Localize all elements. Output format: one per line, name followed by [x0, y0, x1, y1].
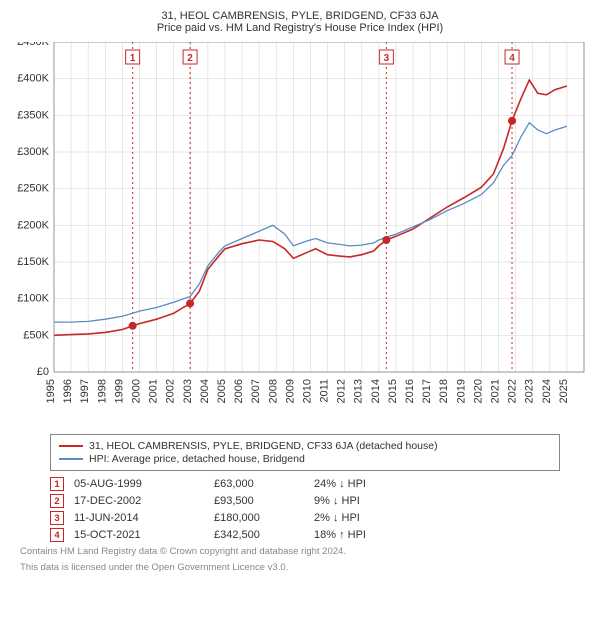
- svg-text:4: 4: [509, 53, 515, 64]
- legend: 31, HEOL CAMBRENSIS, PYLE, BRIDGEND, CF3…: [50, 434, 560, 471]
- svg-text:1998: 1998: [96, 379, 108, 403]
- footer-attr-1: Contains HM Land Registry data © Crown c…: [20, 546, 580, 558]
- svg-text:2017: 2017: [421, 379, 433, 403]
- sale-marker-badge: 2: [50, 494, 64, 508]
- sale-date: 05-AUG-1999: [74, 478, 214, 490]
- svg-text:£250K: £250K: [17, 183, 49, 195]
- svg-text:2006: 2006: [233, 379, 245, 403]
- svg-text:2011: 2011: [319, 379, 331, 403]
- sale-delta: 18% ↑ HPI: [314, 529, 434, 541]
- svg-text:£450K: £450K: [17, 42, 49, 48]
- svg-text:2018: 2018: [438, 379, 450, 403]
- svg-text:2003: 2003: [182, 379, 194, 403]
- svg-text:2013: 2013: [353, 379, 365, 403]
- sales-row: 3 11-JUN-2014£180,0002% ↓ HPI: [50, 511, 560, 525]
- svg-text:2022: 2022: [507, 379, 519, 403]
- svg-text:2014: 2014: [370, 379, 382, 403]
- svg-text:2008: 2008: [267, 379, 279, 403]
- footer-attr-2: This data is licensed under the Open Gov…: [20, 562, 580, 574]
- svg-text:2023: 2023: [524, 379, 536, 403]
- svg-text:3: 3: [384, 53, 390, 64]
- sale-marker-badge: 1: [50, 477, 64, 491]
- legend-swatch: [59, 445, 83, 447]
- svg-text:£100K: £100K: [17, 293, 49, 305]
- svg-text:2015: 2015: [387, 379, 399, 403]
- chart-title-2: Price paid vs. HM Land Registry's House …: [10, 22, 590, 34]
- svg-text:2: 2: [187, 53, 193, 64]
- legend-swatch: [59, 458, 83, 460]
- legend-label: HPI: Average price, detached house, Brid…: [89, 453, 305, 465]
- svg-text:2019: 2019: [455, 379, 467, 403]
- svg-text:2025: 2025: [558, 379, 570, 403]
- svg-text:1997: 1997: [79, 379, 91, 403]
- chart-container: £0 £50K £100K £150K £200K £250K £300K £350K £400…: [10, 42, 590, 428]
- svg-text:£400K: £400K: [17, 73, 49, 85]
- legend-row: HPI: Average price, detached house, Brid…: [59, 453, 551, 465]
- svg-text:£300K: £300K: [17, 146, 49, 158]
- sale-price: £342,500: [214, 529, 314, 541]
- legend-row: 31, HEOL CAMBRENSIS, PYLE, BRIDGEND, CF3…: [59, 440, 551, 452]
- sale-delta: 24% ↓ HPI: [314, 478, 434, 490]
- sales-row: 2 17-DEC-2002£93,5009% ↓ HPI: [50, 494, 560, 508]
- svg-text:1999: 1999: [113, 379, 125, 403]
- svg-text:2004: 2004: [199, 379, 211, 403]
- sale-price: £180,000: [214, 512, 314, 524]
- svg-text:1996: 1996: [62, 379, 74, 403]
- legend-label: 31, HEOL CAMBRENSIS, PYLE, BRIDGEND, CF3…: [89, 440, 438, 452]
- svg-text:2010: 2010: [301, 379, 313, 403]
- svg-text:1995: 1995: [45, 379, 57, 403]
- svg-text:2009: 2009: [284, 379, 296, 403]
- sale-marker-badge: 3: [50, 511, 64, 525]
- svg-text:2024: 2024: [541, 379, 553, 403]
- svg-text:1: 1: [130, 53, 136, 64]
- svg-text:2021: 2021: [490, 379, 502, 403]
- sale-price: £63,000: [214, 478, 314, 490]
- sale-price: £93,500: [214, 495, 314, 507]
- svg-text:£150K: £150K: [17, 256, 49, 268]
- sale-date: 17-DEC-2002: [74, 495, 214, 507]
- svg-text:£200K: £200K: [17, 219, 49, 231]
- sale-date: 15-OCT-2021: [74, 529, 214, 541]
- sale-marker-badge: 4: [50, 528, 64, 542]
- sales-row: 4 15-OCT-2021£342,50018% ↑ HPI: [50, 528, 560, 542]
- price-chart: £0 £50K £100K £150K £200K £250K £300K £350K £400…: [10, 42, 590, 428]
- svg-text:2007: 2007: [250, 379, 262, 403]
- sales-table: 1 05-AUG-1999£63,00024% ↓ HPI 2 17-DEC-2002…: [50, 477, 560, 542]
- svg-text:£350K: £350K: [17, 109, 49, 121]
- svg-text:£50K: £50K: [23, 329, 49, 341]
- svg-text:2005: 2005: [216, 379, 228, 403]
- sales-row: 1 05-AUG-1999£63,00024% ↓ HPI: [50, 477, 560, 491]
- sale-delta: 9% ↓ HPI: [314, 495, 434, 507]
- svg-text:2012: 2012: [336, 379, 348, 403]
- svg-text:2002: 2002: [165, 379, 177, 403]
- svg-text:2000: 2000: [130, 379, 142, 403]
- chart-title-1: 31, HEOL CAMBRENSIS, PYLE, BRIDGEND, CF3…: [10, 10, 590, 22]
- svg-text:2001: 2001: [148, 379, 160, 403]
- svg-text:£0: £0: [37, 366, 49, 378]
- sale-delta: 2% ↓ HPI: [314, 512, 434, 524]
- svg-text:2020: 2020: [472, 379, 484, 403]
- svg-text:2016: 2016: [404, 379, 416, 403]
- sale-date: 11-JUN-2014: [74, 512, 214, 524]
